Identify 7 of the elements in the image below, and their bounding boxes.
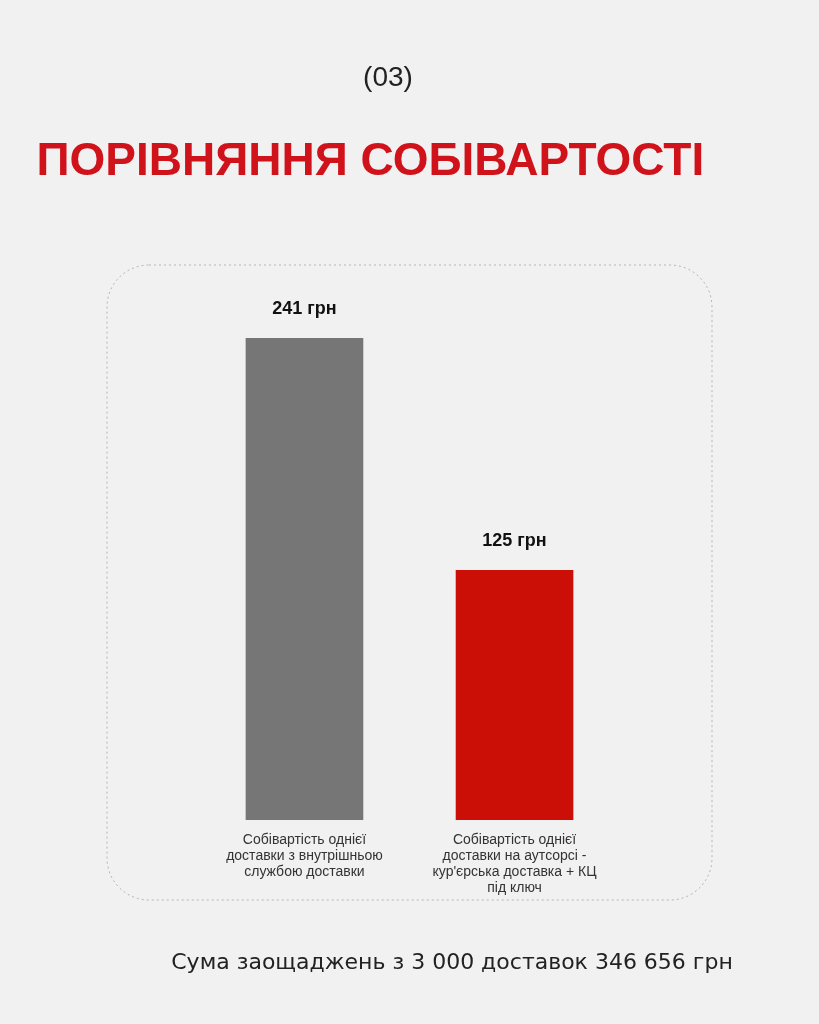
data-label: 241 грн	[272, 298, 337, 318]
text: Сума заощаджень з 3 000 доставок 346 656 грн	[171, 949, 733, 974]
x-tick-label: Собівартість однієї доставки на аутсорсі - кур'єрська доставка + КЦ під ключ	[432, 830, 598, 895]
chart-subtitle: (03)	[363, 61, 413, 92]
data-label: 125 грн	[482, 530, 547, 550]
chart-title: ПОРІВНЯННЯ СОБІВАРТОСТІ	[36, 133, 705, 185]
x-tick-label: Собівартість однієї доставки з внутрішньою службою доставки	[226, 830, 383, 879]
